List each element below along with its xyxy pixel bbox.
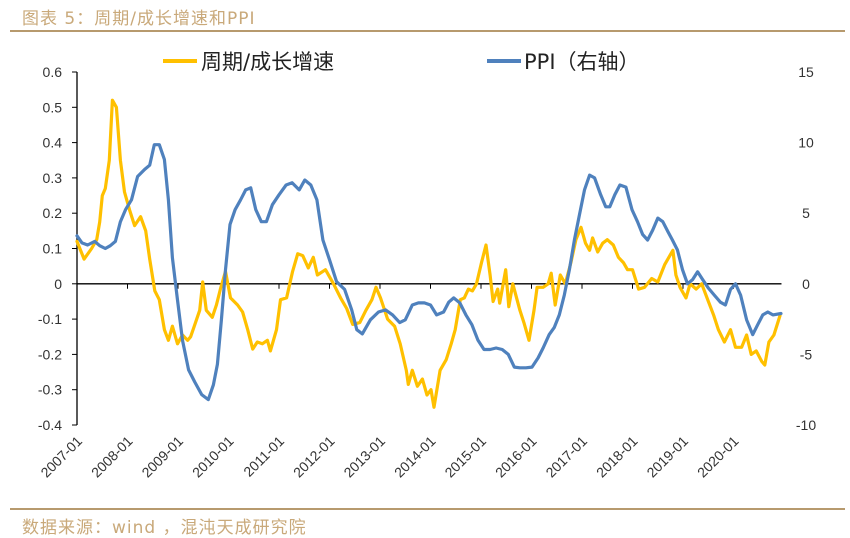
left-axis-tick-label: -0.3 [38,382,62,398]
right-axis-tick-label: -5 [800,346,813,362]
right-axis-tick-label: 10 [798,135,814,151]
legend-label-ppi: PPI（右轴） [524,50,640,74]
left-axis-tick-label: 0.5 [43,99,63,115]
right-axis-tick-label: 0 [802,276,810,292]
x-axis-tick-label: 2020-01 [694,433,742,481]
top-divider [10,30,845,32]
x-axis-tick-label: 2015-01 [441,433,489,481]
left-axis-tick-label: -0.4 [38,417,62,433]
right-axis-tick-label: 15 [798,64,814,80]
x-axis-tick-label: 2014-01 [391,433,439,481]
source-note: 数据来源：wind ，混沌天成研究院 [22,518,307,538]
x-axis-tick-label: 2018-01 [593,433,641,481]
left-axis-tick-label: -0.1 [38,311,62,327]
left-axis-tick-label: 0 [54,276,62,292]
x-axis-tick-label: 2010-01 [189,433,237,481]
x-axis-tick-label: 2012-01 [290,433,338,481]
left-axis-tick-label: 0.2 [43,205,63,221]
left-axis-tick-label: 0.1 [43,241,63,257]
x-axis-tick-label: 2008-01 [88,433,136,481]
bottom-divider [10,508,845,510]
right-axis-tick-label: 5 [802,205,810,221]
left-axis-tick-label: -0.2 [38,346,62,362]
x-axis-tick-label: 2011-01 [240,433,287,480]
series-line-ppi [75,143,783,402]
x-axis-tick-label: 2009-01 [138,433,186,481]
right-axis-tick-label: -10 [796,417,816,433]
left-axis-tick-label: 0.3 [43,170,63,186]
x-axis-tick-label: 2017-01 [542,433,590,481]
left-axis-tick-label: 0.6 [43,64,63,80]
left-axis-tick-label: 0.4 [43,135,63,151]
legend-label-cycle-growth: 周期/成长增速 [201,50,334,74]
x-axis-tick-label: 2016-01 [492,433,540,481]
legend: 周期/成长增速 PPI（右轴） [163,50,640,74]
series-line-cycle-growth [75,98,782,409]
x-axis-tick-label: 2007-01 [37,433,85,481]
x-axis-tick-label: 2019-01 [643,433,691,481]
x-axis-tick-label: 2013-01 [340,433,388,481]
figure-title: 图表 5：周期/成长增速和PPI [22,9,256,29]
